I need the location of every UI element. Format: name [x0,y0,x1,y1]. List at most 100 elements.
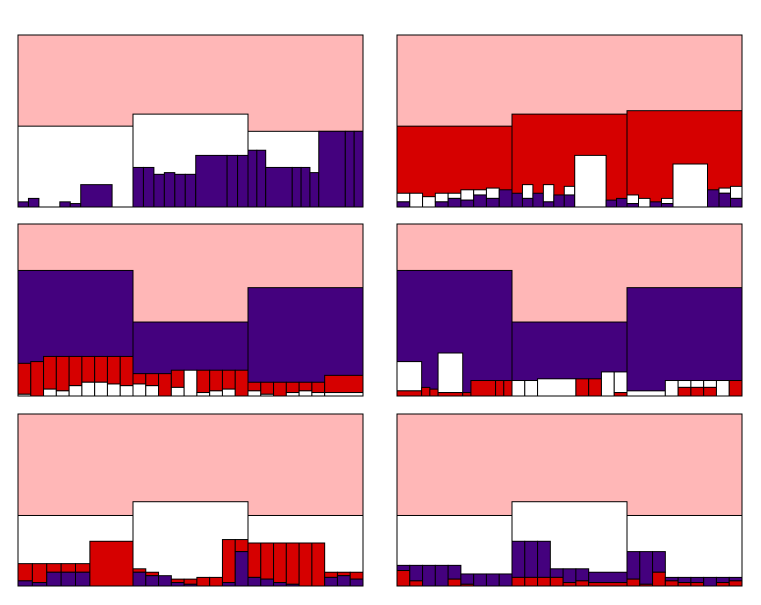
group-1-cell-5-purple-bar [447,197,462,208]
group-3-cell-7-white-bar [324,392,364,397]
group-1-cell-7-purple-bar [80,184,113,208]
group-3-cell-3-purple-bar [652,551,666,573]
group-2-cell-5-purple-bar [174,173,186,208]
group-1-cell-8-red-bar [106,355,121,385]
group-2-cell-5-white-bar [183,369,198,397]
group-1-cell-8-red-bar [503,380,513,397]
panel-frame [17,413,364,587]
group-2-cell-6-purple-bar [184,173,197,208]
group-3-cell-1-white-bar [626,194,639,205]
group-3-cell-1-red-bar [626,578,641,587]
group-2-cell-8-purple-bar [221,582,236,587]
mosaic-panel-1 [17,34,364,208]
mosaic-panel-6 [396,413,743,587]
group-1-cell-6-purple-bar [460,573,475,585]
group-2-cell-6-red-bar [196,369,211,394]
group-2-cell-3-purple-bar [158,575,172,587]
group-3-cell-2-white-bar [664,380,679,397]
group-3-cell-1-purple-bar [247,576,262,587]
group-1-cell-4-red-bar [437,392,464,397]
group-2-cell-6-white-bar [563,185,576,196]
group-3-cell-4-red-bar [285,381,300,394]
group-3-cell-5-white-bar [672,163,708,208]
group-2-cell-6-purple-bar [575,568,590,582]
group-2-cell-1-purple-bar [132,166,144,208]
group-3-cell-1-purple-bar [247,149,258,208]
group-3-cell-4-purple-bar [291,166,302,208]
group-1-cell-8-purple-bar [485,197,500,208]
group-1-cell-4-purple-bar [434,564,449,587]
group-2-cell-6-purple-bar [563,194,576,208]
group-3-cell-9-red-bar [349,571,364,580]
group-1-cell-5-purple-bar [447,564,462,580]
group-1-cell-1-purple-bar [396,201,411,208]
group-1-cell-6-red-bar [81,355,96,383]
group-3-cell-8-red-bar [336,571,351,577]
group-3-cell-9-purple-bar [349,578,364,587]
panel-frame [17,223,364,397]
group-2-cell-4-white-bar [170,386,185,397]
group-3-cell-1-red-bar [247,542,262,578]
group-2-cell-7-purple-bar [195,154,228,208]
group-1-cell-2-white-bar [409,192,424,208]
group-2-cell-8-white-bar [221,388,236,397]
group-3-cell-8-white-bar [730,185,743,199]
group-2-cell-1-red-bar [132,568,147,573]
group-2-cell-5-red-bar [183,578,198,585]
group-3-cell-1-purple-bar [626,203,639,208]
group-2-cell-6-white-bar [196,392,211,397]
group-3-cell-8-red-bar [715,582,730,587]
group-1-cell-4-purple-bar [60,571,77,587]
group-2-cell-4-purple-bar [170,582,185,587]
group-1-cell-5-red-bar [447,578,462,587]
group-2-cell-9-red-bar [234,369,249,397]
group-1-cell-2-red-bar [31,563,48,584]
panel-frame [396,223,743,397]
group-1-cell-9-purple-bar [498,189,513,208]
group-2-cell-4-red-bar [575,378,590,397]
group-1-cell-4-white-bar [437,352,464,394]
group-2-cell-6-red-bar [196,576,211,587]
group-2-cell-1-red-bar [511,576,526,587]
group-1-cell-7-white-bar [94,381,108,397]
group-3-cell-7-purple-bar [718,192,731,208]
group-2-cell-4-purple-bar [163,172,176,208]
panel-frame [396,34,743,208]
group-1-cell-1-red-bar [396,390,423,397]
group-3-cell-1-red-bar [247,381,262,392]
group-2-cell-7-white-bar [613,371,628,394]
group-1-cell-2-red-bar [30,361,45,397]
group-1-cell-6-white-bar [81,381,96,397]
group-1-cell-2-red-bar [409,580,424,587]
group-3-cell-6-purple-bar [690,576,705,584]
group-2-cell-9-red-bar [234,539,249,553]
group-1-cell-1-red-bar [17,362,32,395]
group-1-cell-5-white-bar [447,192,462,199]
group-2-cell-6-white-bar [600,371,615,397]
group-3-cell-8-purple-bar [730,197,743,208]
group-3-purple-block [626,287,743,397]
group-1-cell-3-purple-bar [46,571,62,587]
group-1-cell-6-purple-bar [460,199,475,208]
group-3-cell-5-red-bar [703,386,717,397]
group-2-cell-8-red-bar [221,539,236,584]
group-1-cell-5-red-bar [462,392,472,397]
group-2-cell-3-purple-bar [537,540,551,578]
group-3-cell-9-purple-bar [728,576,743,582]
group-2-cell-2-purple-bar [521,197,534,208]
group-2-cell-4-red-bar [170,369,185,388]
group-3-cell-6-red-bar [311,381,326,394]
group-3-cell-4-purple-bar [664,576,679,582]
group-2-cell-8-red-bar [221,369,236,390]
group-3-cell-2-purple-bar [639,551,654,585]
group-2-cell-7-white-bar [209,390,223,397]
group-2-cell-8-purple-bar [226,154,239,208]
group-1-cell-4-red-bar [60,563,77,573]
group-1-cell-6-white-bar [460,189,475,201]
group-2-cell-3-red-bar [158,373,172,397]
group-1-cell-3-white-bar [422,196,436,208]
group-2-cell-5-red-bar [562,582,577,587]
group-2-cell-4-white-bar [542,184,555,203]
group-2-cell-5-red-bar [588,378,602,397]
group-1-cell-5-white-bar [68,385,83,397]
